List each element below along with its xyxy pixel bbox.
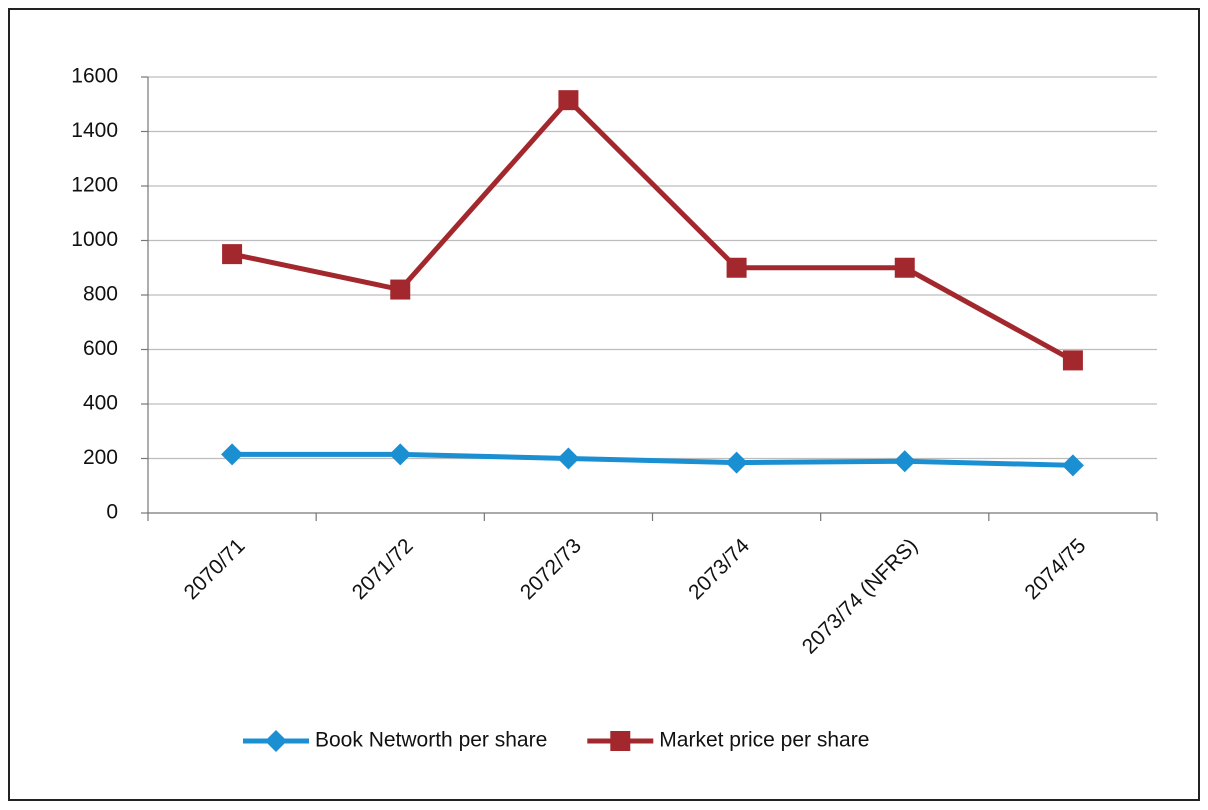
series-line [231,97,1075,363]
point [893,450,916,473]
point [558,90,579,111]
legend-label: Market price per share [659,729,869,752]
y-tick-label: 400 [83,392,118,415]
y-tick-label: 600 [83,337,118,360]
y-tick-label: 1200 [71,174,118,197]
point [221,443,244,466]
point [389,443,412,466]
legend-label: Book Networth per share [315,729,547,752]
point [725,451,748,474]
y-tick-label: 200 [83,446,118,469]
y-tick-label: 800 [83,283,118,306]
legend-item: Market price per share [587,729,869,752]
legend-marker [610,731,631,751]
y-tick-label: 1400 [71,119,118,142]
point [894,257,915,278]
y-tick-label: 0 [106,501,118,524]
point [726,257,747,278]
point [557,447,580,470]
point [1061,454,1084,477]
y-tick-label: 1600 [71,65,118,88]
point [222,244,243,265]
series-line [232,451,1073,468]
legend-marker [265,730,287,752]
y-tick-label: 1000 [71,228,118,251]
point [390,279,411,300]
point [1062,350,1083,371]
legend-item: Book Networth per share [243,729,547,752]
